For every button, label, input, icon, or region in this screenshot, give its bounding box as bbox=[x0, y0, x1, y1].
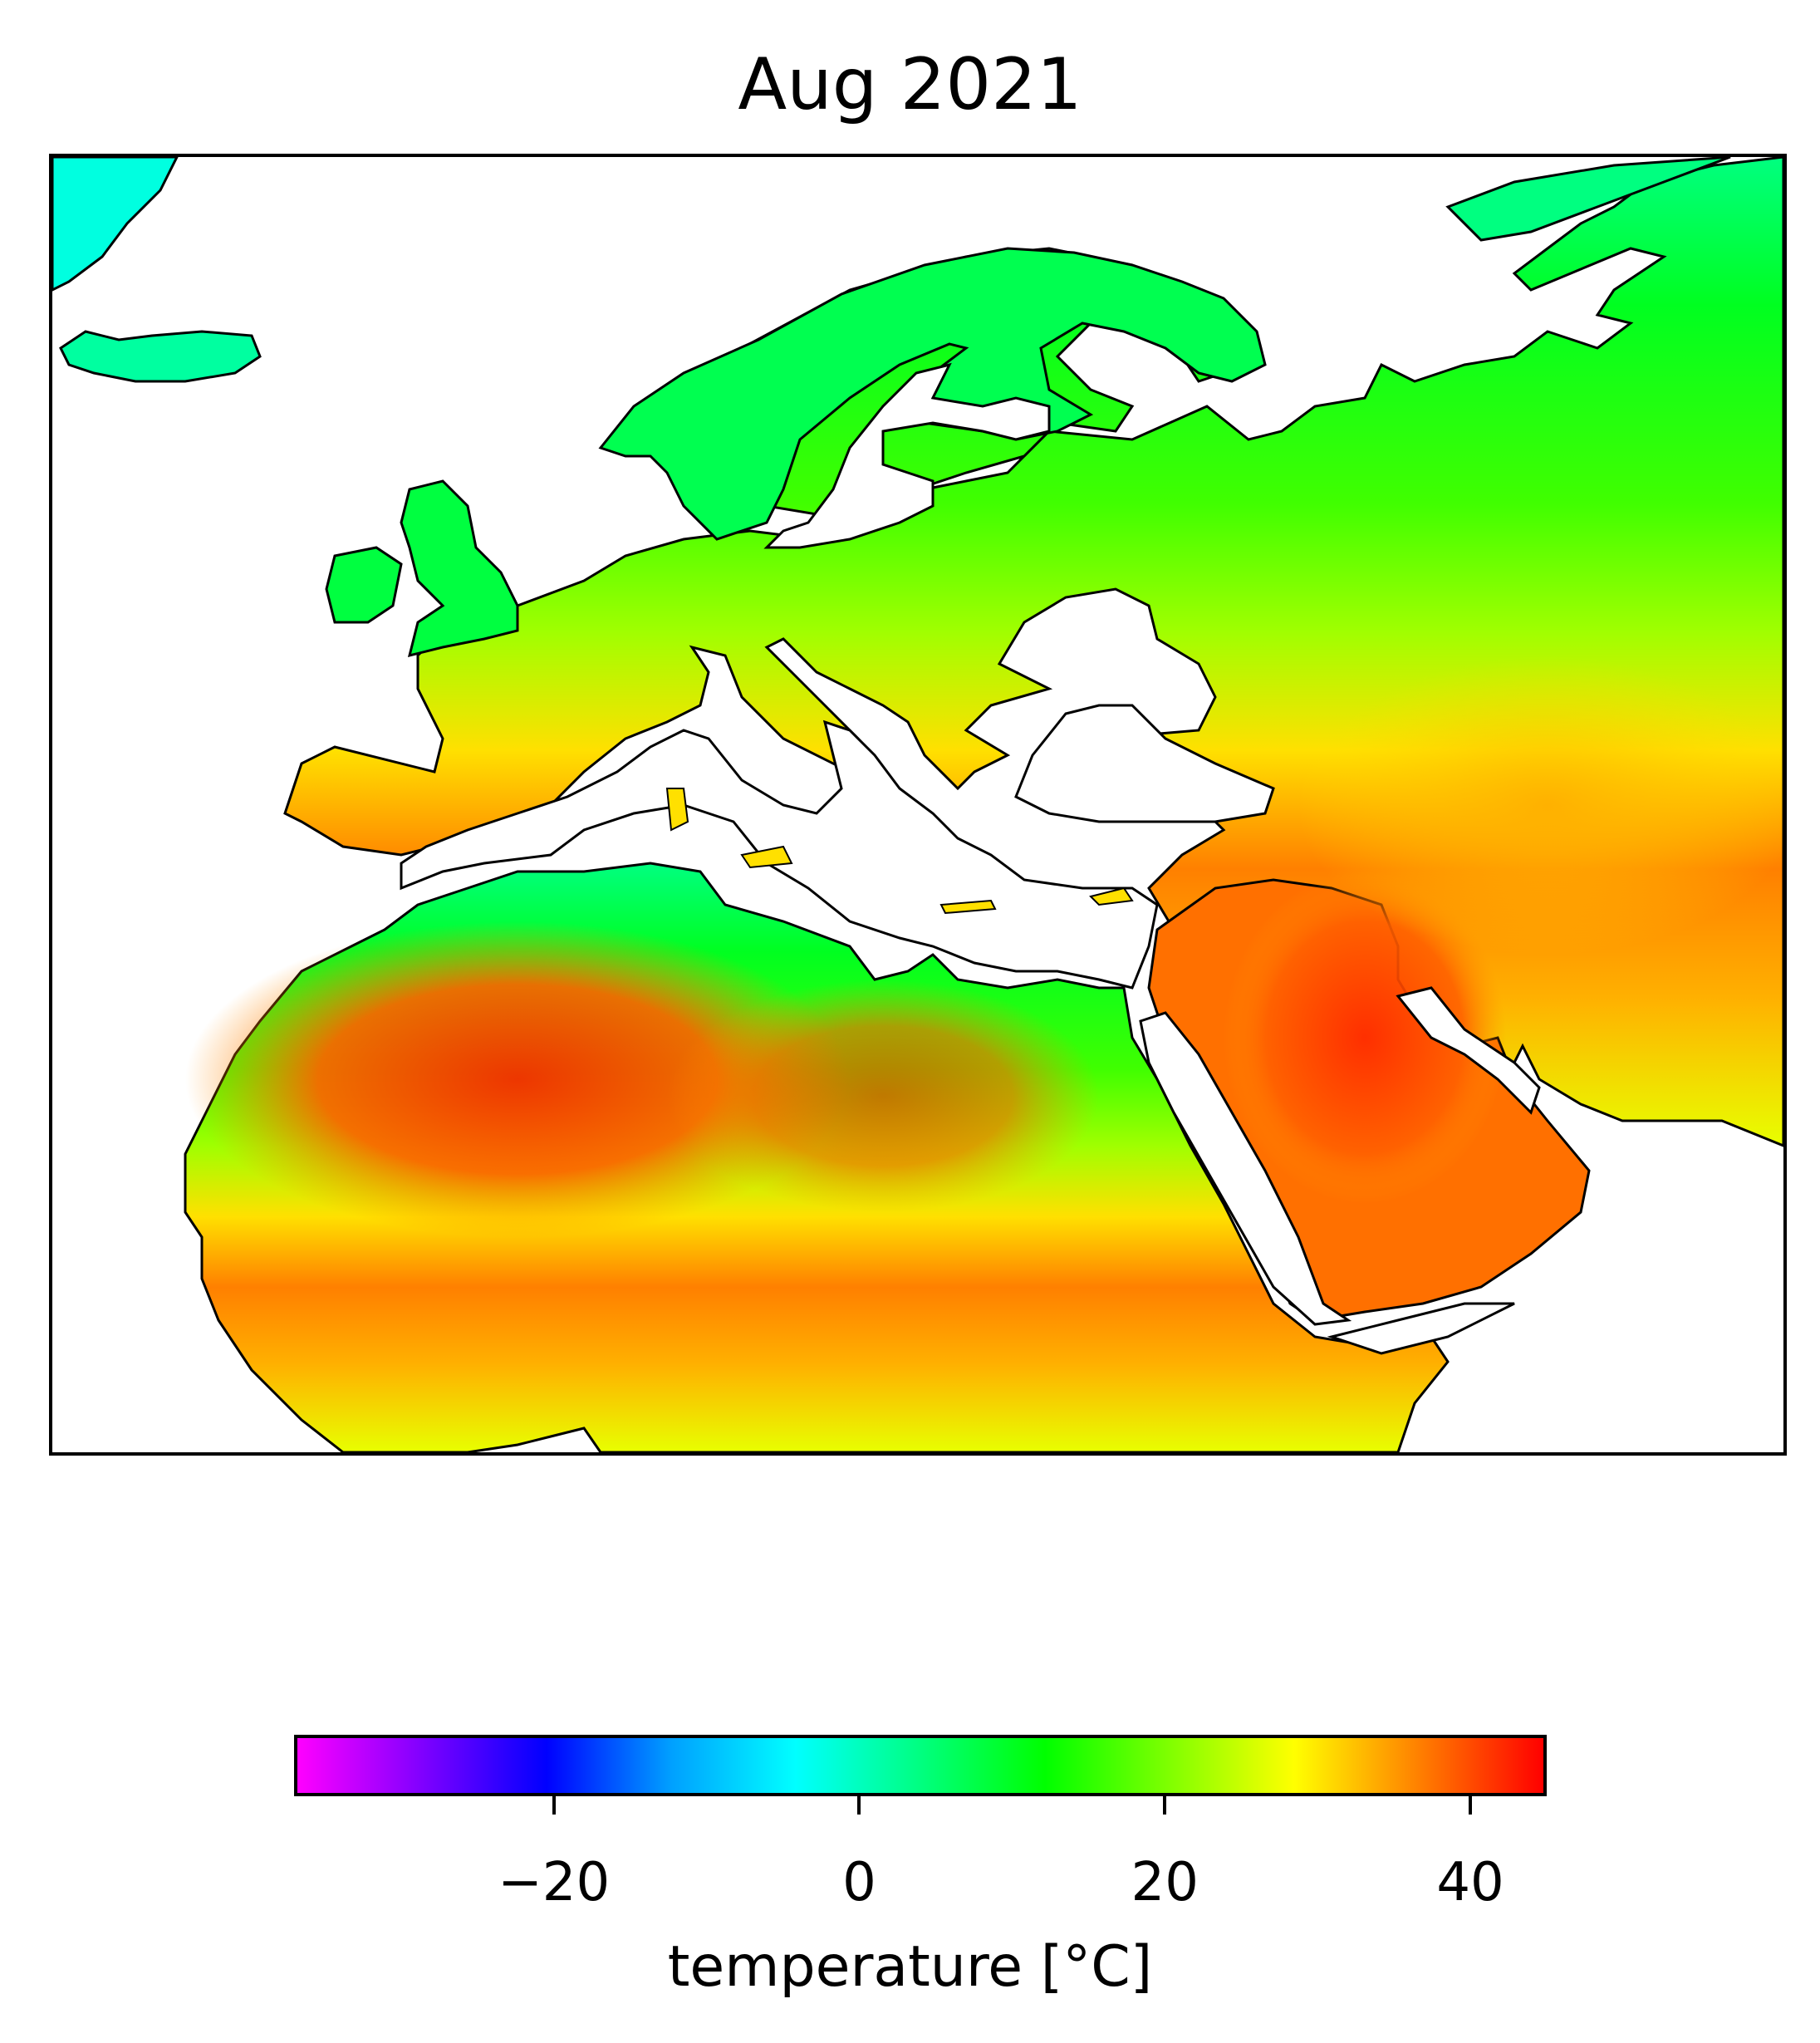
colorbar-tick-label: 20 bbox=[1131, 1852, 1199, 1913]
crete bbox=[939, 899, 997, 915]
novaya-zemlya bbox=[1445, 157, 1731, 242]
colorbar-tick-label: 40 bbox=[1436, 1852, 1504, 1913]
central-asia-warm-zone bbox=[1298, 656, 1783, 955]
colorbar bbox=[294, 1735, 1547, 1796]
colorbar-tick-label: −20 bbox=[498, 1852, 611, 1913]
cyprus bbox=[1089, 886, 1134, 906]
red-sea bbox=[1139, 1011, 1352, 1326]
persian-gulf bbox=[1396, 986, 1541, 1115]
map-title: Aug 2021 bbox=[738, 43, 1082, 126]
colorbar-tick bbox=[1469, 1796, 1473, 1815]
colorbar-tick bbox=[1163, 1796, 1167, 1815]
greenland-tip bbox=[52, 157, 179, 292]
egypt-libya-hot-zone bbox=[667, 980, 1099, 1212]
temperature-map bbox=[52, 157, 1783, 1452]
colorbar-label: temperature [°C] bbox=[667, 1934, 1153, 2000]
colorbar-tick bbox=[552, 1796, 556, 1815]
ireland bbox=[325, 546, 403, 624]
colorbar-tick bbox=[857, 1796, 861, 1815]
colorbar-tick-label: 0 bbox=[842, 1852, 876, 1913]
iceland bbox=[59, 330, 262, 383]
baltic-sea bbox=[763, 362, 1051, 549]
sahara-hot-zone bbox=[185, 921, 850, 1237]
map-panel bbox=[49, 154, 1787, 1456]
arabia-hot-zone bbox=[1224, 872, 1506, 1204]
great-britain bbox=[400, 479, 519, 658]
gulf-of-aden bbox=[1327, 1302, 1515, 1355]
sardinia bbox=[665, 788, 689, 832]
black-sea bbox=[1014, 704, 1275, 823]
sicily bbox=[740, 845, 793, 869]
